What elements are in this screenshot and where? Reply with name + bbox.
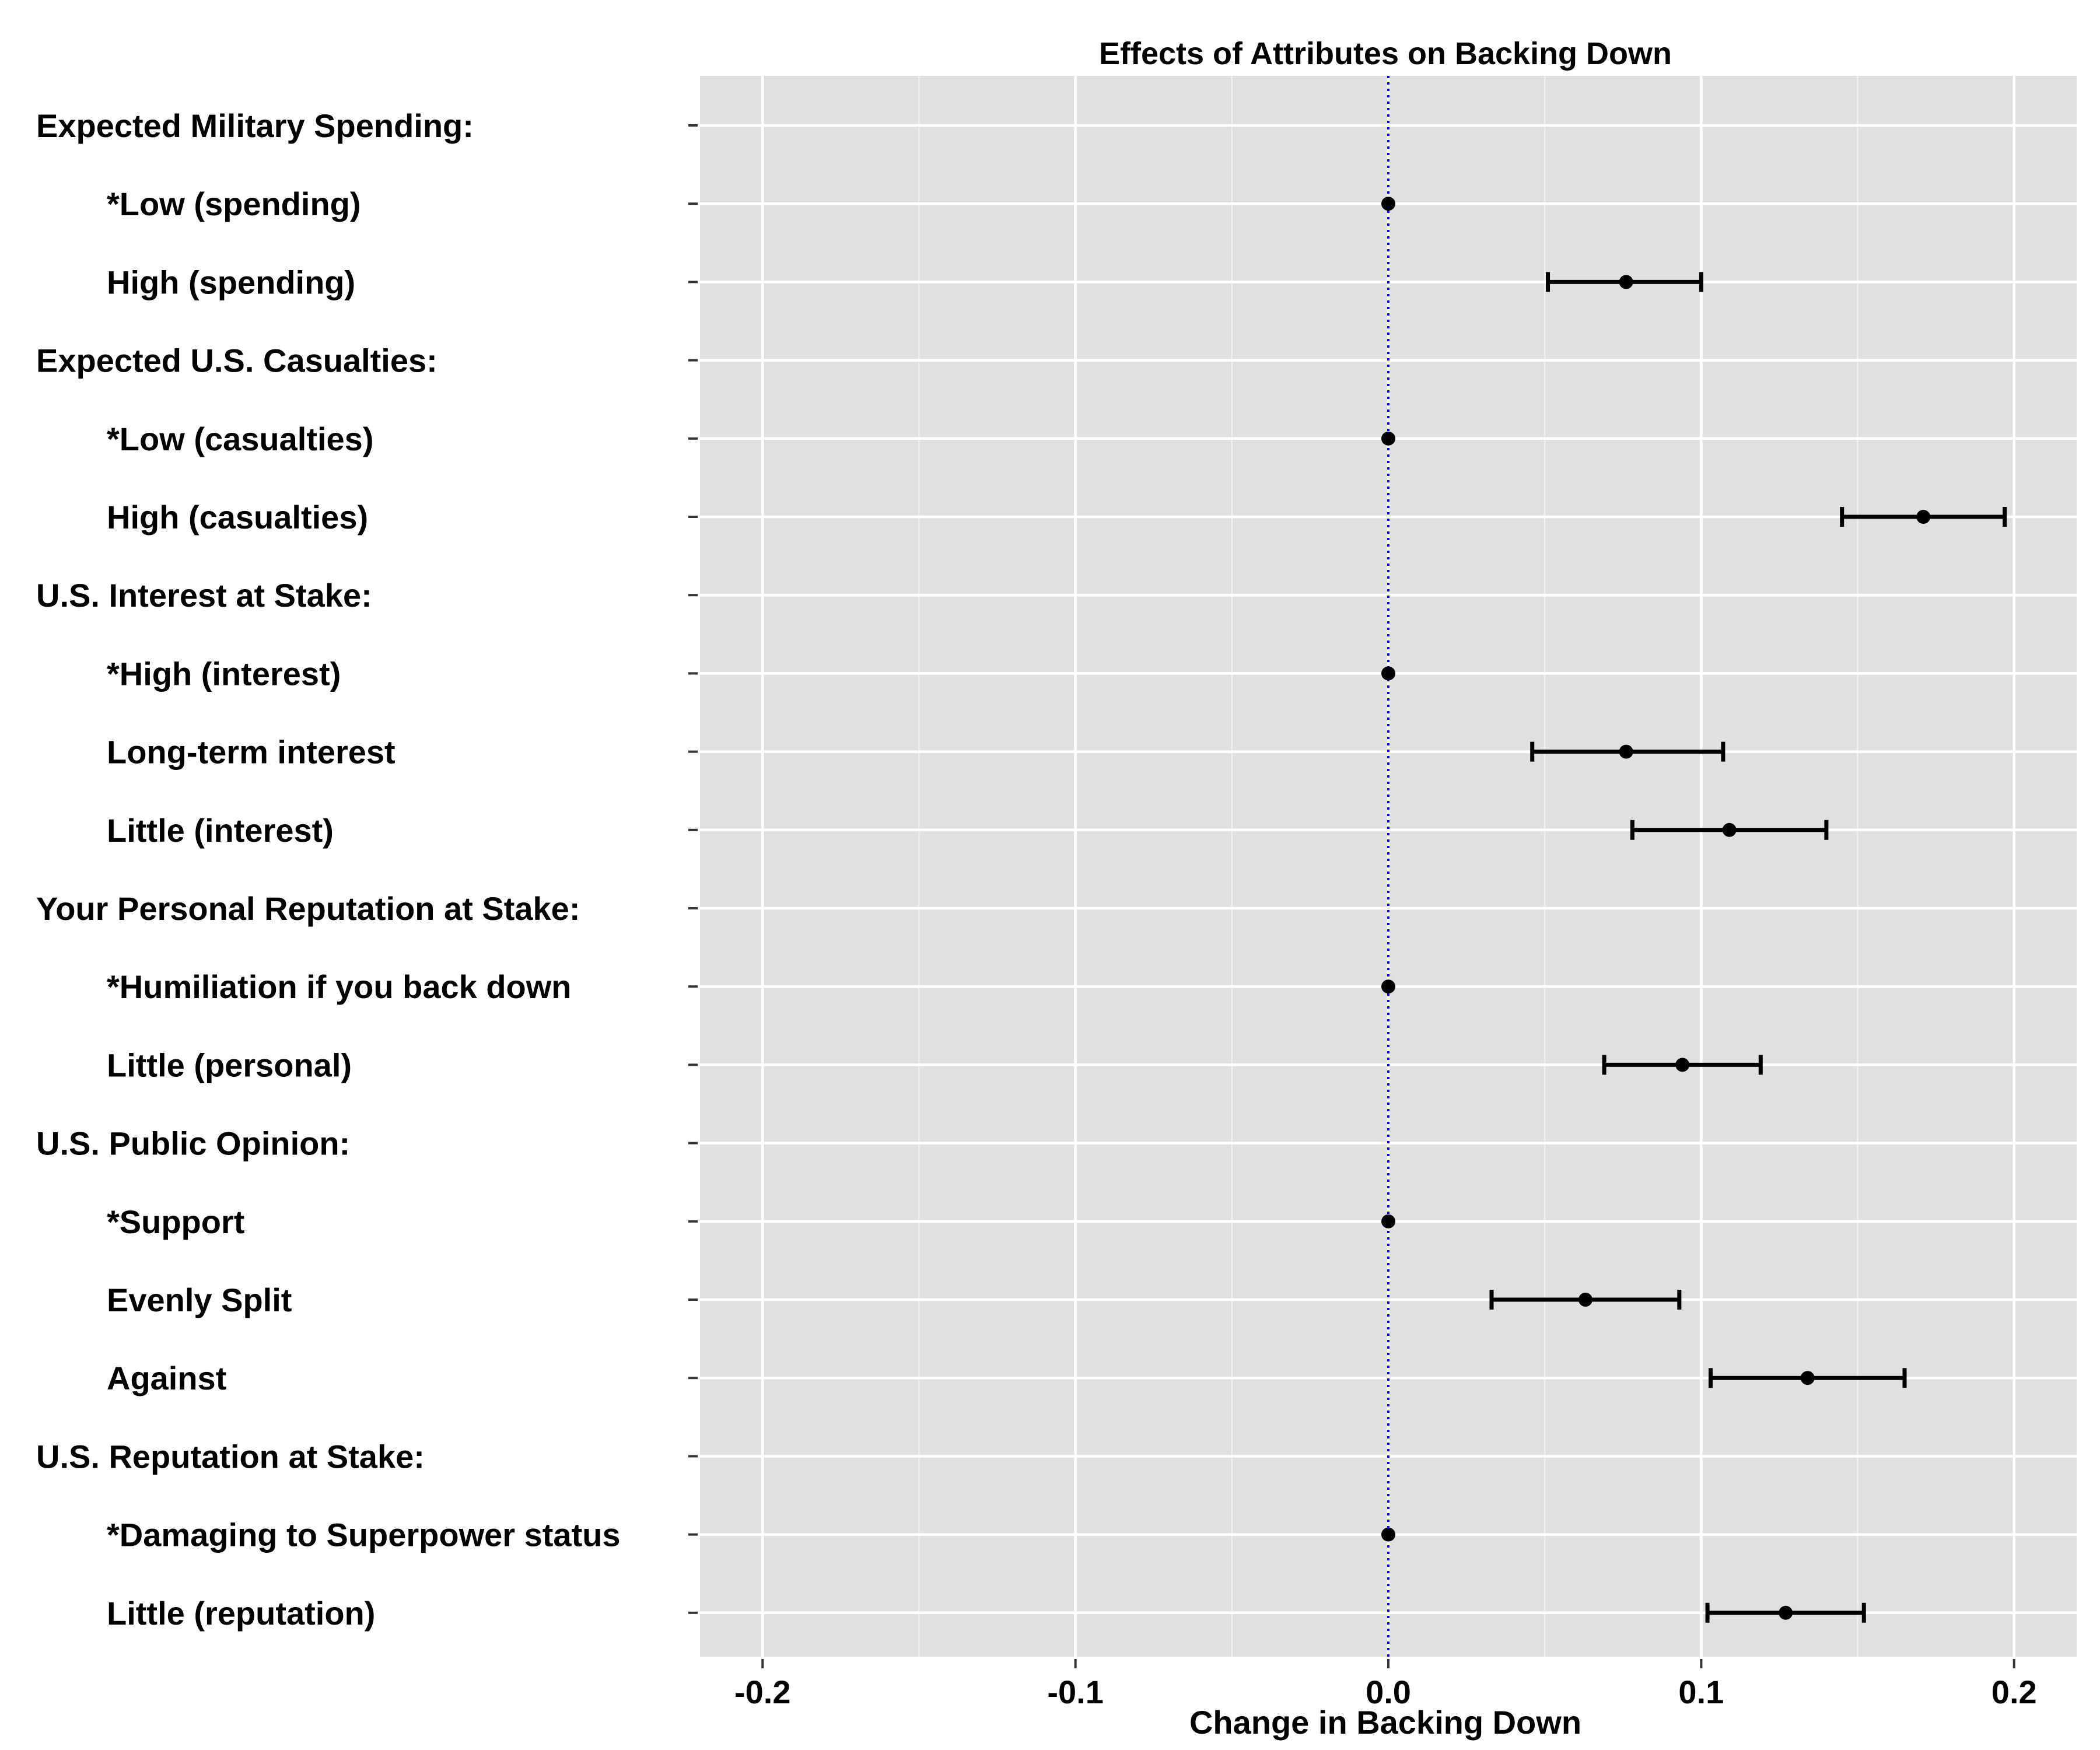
- row-label: *Low (casualties): [107, 421, 373, 457]
- point-estimate: [1381, 431, 1395, 446]
- row-label: High (spending): [107, 264, 355, 300]
- x-tick-label: 0.0: [1366, 1674, 1411, 1710]
- group-header-label: Your Personal Reputation at Stake:: [36, 890, 580, 927]
- row-label: Evenly Split: [107, 1282, 292, 1318]
- point-estimate: [1381, 197, 1395, 211]
- point-estimate: [1619, 275, 1633, 289]
- x-tick-label: -0.2: [734, 1674, 791, 1710]
- point-estimate: [1381, 666, 1395, 681]
- y-axis-ticks: [688, 124, 698, 1614]
- point-estimate: [1675, 1058, 1690, 1072]
- point-estimate: [1800, 1371, 1815, 1385]
- row-label: Little (interest): [107, 812, 334, 849]
- row-label: *Low (spending): [107, 186, 361, 222]
- row-label: *Damaging to Superpower status: [107, 1517, 621, 1553]
- x-tick-label: 0.1: [1678, 1674, 1724, 1710]
- group-header-label: Expected Military Spending:: [36, 107, 474, 144]
- chart-title: Effects of Attributes on Backing Down: [1099, 36, 1672, 71]
- group-header-label: U.S. Public Opinion:: [36, 1125, 350, 1162]
- row-labels: Expected Military Spending: *Low (spendin…: [36, 107, 621, 1632]
- x-tick-label: 0.2: [1992, 1674, 2037, 1710]
- row-label: *Support: [107, 1203, 244, 1240]
- group-header-label: Expected U.S. Casualties:: [36, 342, 438, 379]
- row-label: *Humiliation if you back down: [107, 968, 572, 1005]
- point-estimate: [1381, 979, 1395, 994]
- row-label: Little (reputation): [107, 1595, 375, 1632]
- group-header-label: U.S. Interest at Stake:: [36, 577, 372, 614]
- point-estimates: [1381, 197, 1931, 1620]
- row-label: High (casualties): [107, 499, 368, 536]
- point-estimate: [1779, 1605, 1793, 1620]
- row-label: Long-term interest: [107, 734, 396, 771]
- x-tick-label: -0.1: [1047, 1674, 1104, 1710]
- row-label: *High (interest): [107, 655, 341, 692]
- x-axis-ticks: -0.2 -0.1 0.0 0.1 0.2: [734, 1659, 2037, 1710]
- row-label: Against: [107, 1360, 226, 1396]
- point-estimate: [1916, 510, 1931, 524]
- point-estimate: [1722, 822, 1737, 837]
- point-estimate: [1619, 744, 1633, 759]
- point-estimate: [1578, 1293, 1592, 1307]
- point-estimate: [1381, 1527, 1395, 1542]
- row-label: Little (personal): [107, 1046, 352, 1083]
- x-axis-title: Change in Backing Down: [1189, 1704, 1581, 1741]
- group-header-label: U.S. Reputation at Stake:: [36, 1438, 425, 1475]
- point-estimate: [1381, 1214, 1395, 1228]
